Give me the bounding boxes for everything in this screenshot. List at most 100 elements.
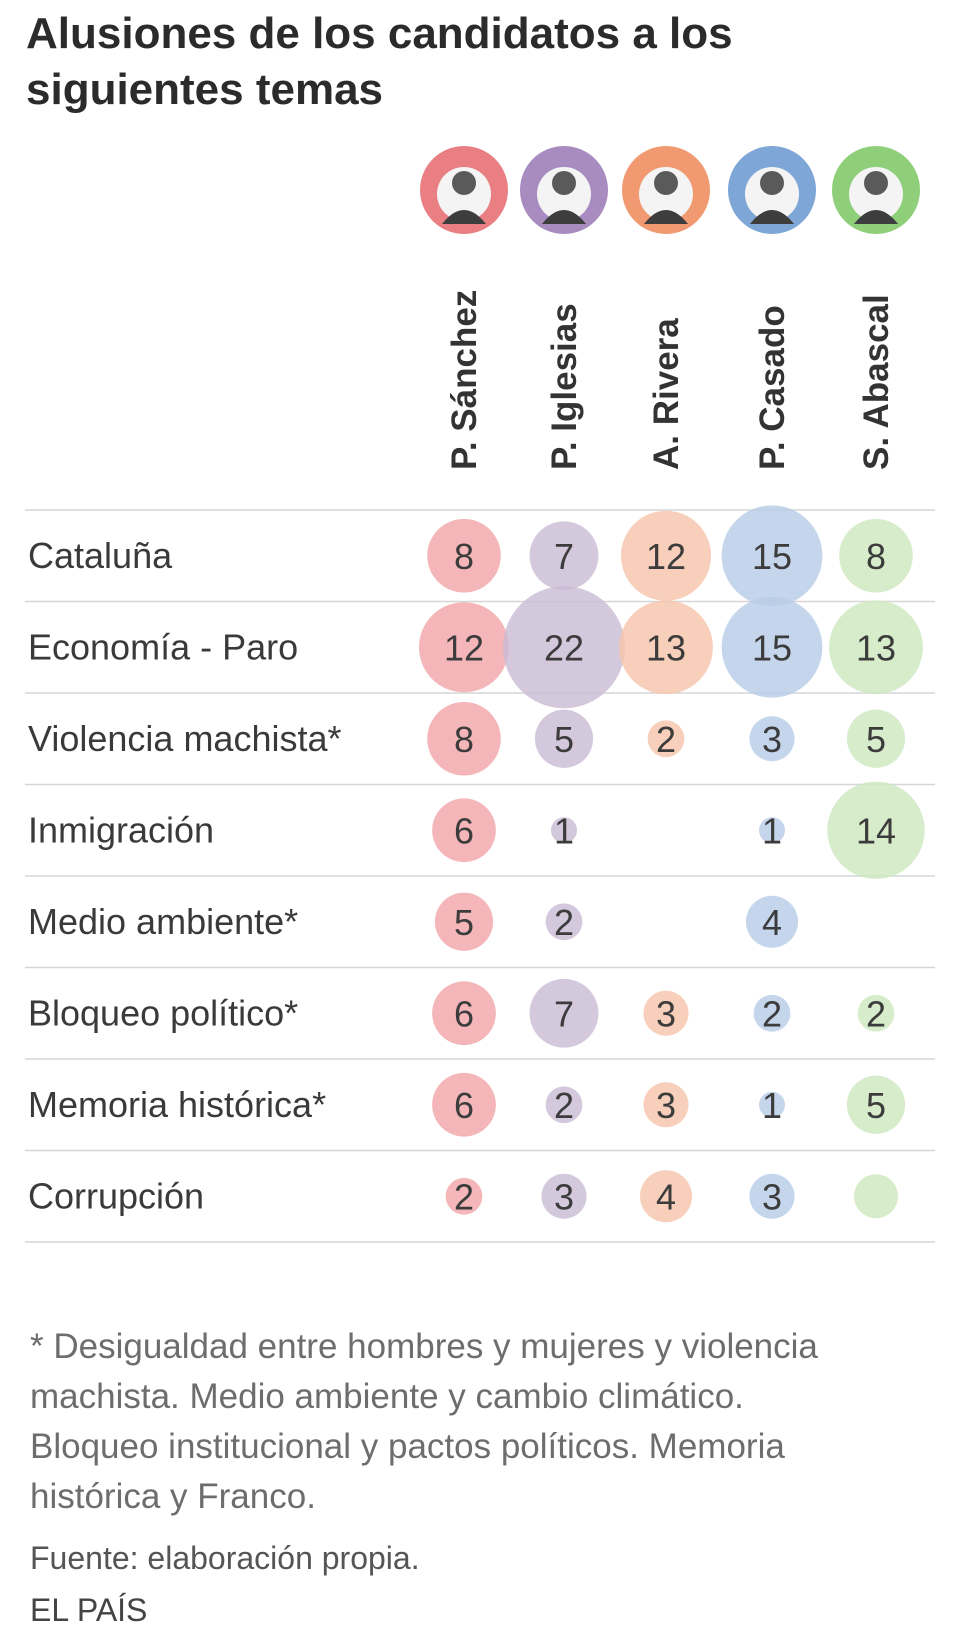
value-bubble bbox=[753, 994, 791, 1032]
candidate-name-label: P. Casado bbox=[753, 305, 792, 470]
topic-label: Inmigración bbox=[28, 809, 214, 850]
value-label: 3 bbox=[762, 1176, 782, 1217]
value-bubble bbox=[432, 981, 496, 1046]
value-bubble bbox=[619, 600, 713, 695]
value-label: 3 bbox=[554, 1176, 574, 1217]
value-label: 1 bbox=[762, 810, 782, 851]
candidate-avatar-head bbox=[552, 171, 576, 195]
value-bubble bbox=[647, 720, 685, 758]
value-bubble bbox=[639, 1170, 693, 1223]
value-label: 2 bbox=[656, 719, 676, 760]
value-bubble bbox=[829, 600, 923, 695]
value-bubble bbox=[418, 602, 510, 693]
value-label: 14 bbox=[856, 810, 896, 851]
candidate-avatar-shoulders bbox=[542, 210, 586, 224]
candidate-avatar-head bbox=[654, 171, 678, 195]
topic-label: Violencia machista* bbox=[28, 718, 342, 759]
candidate-avatar-shoulders bbox=[442, 210, 486, 224]
value-label: 5 bbox=[454, 902, 474, 943]
candidate-name-label: P. Sánchez bbox=[445, 290, 484, 470]
value-bubble bbox=[427, 701, 501, 776]
candidate-avatar-head bbox=[760, 171, 784, 195]
value-bubble bbox=[745, 895, 799, 948]
value-bubble bbox=[434, 892, 494, 951]
value-bubble bbox=[534, 709, 594, 768]
value-label: 8 bbox=[866, 536, 886, 577]
value-bubble bbox=[643, 990, 689, 1036]
bubble-chart: P. Sánchez P. Iglesias A. Rivera P. Casado S… bbox=[25, 146, 935, 1243]
value-label: 7 bbox=[554, 536, 574, 577]
value-bubble bbox=[550, 817, 578, 844]
value-label: 6 bbox=[454, 993, 474, 1034]
value-bubble bbox=[545, 1086, 583, 1124]
candidate-avatar-shoulders bbox=[750, 210, 794, 224]
value-label: 13 bbox=[646, 627, 686, 668]
topic-label: Economía - Paro bbox=[28, 626, 298, 667]
value-bubble bbox=[758, 1091, 786, 1118]
candidate-name-label: P. Iglesias bbox=[545, 303, 584, 470]
value-bubble bbox=[839, 518, 913, 593]
value-bubble bbox=[432, 798, 496, 863]
value-label: 3 bbox=[656, 993, 676, 1034]
value-bubble bbox=[503, 586, 625, 709]
topic-label: Medio ambiente* bbox=[28, 901, 298, 942]
value-label: 6 bbox=[454, 1085, 474, 1126]
candidate-name-label: S. Abascal bbox=[857, 294, 896, 470]
candidate-name-label: A. Rivera bbox=[647, 318, 686, 470]
value-bubble bbox=[749, 716, 795, 762]
value-bubble bbox=[620, 510, 712, 601]
value-bubble bbox=[643, 1082, 689, 1128]
value-label: 22 bbox=[544, 627, 584, 668]
value-bubble bbox=[857, 994, 895, 1032]
value-label: 1 bbox=[554, 810, 574, 851]
value-label: 1 bbox=[762, 1085, 782, 1126]
value-bubble bbox=[758, 817, 786, 844]
source-note: Fuente: elaboración propia. bbox=[30, 1540, 420, 1576]
footnote: * Desigualdad entre hombres y mujeres y … bbox=[30, 1327, 818, 1516]
topic-label: Corrupción bbox=[28, 1175, 204, 1216]
value-label: 2 bbox=[762, 993, 782, 1034]
value-label: 5 bbox=[866, 1085, 886, 1126]
value-bubble bbox=[721, 596, 823, 698]
value-label: 12 bbox=[646, 536, 686, 577]
value-bubble-unlabeled bbox=[854, 1174, 898, 1219]
value-bubble bbox=[529, 978, 599, 1048]
value-bubble bbox=[721, 505, 823, 607]
value-label: 3 bbox=[762, 719, 782, 760]
value-label: 8 bbox=[454, 536, 474, 577]
value-bubble bbox=[827, 781, 925, 879]
value-label: 13 bbox=[856, 627, 896, 668]
candidate-avatar-head bbox=[452, 171, 476, 195]
value-label: 2 bbox=[554, 902, 574, 943]
candidate-avatar-head bbox=[864, 171, 888, 195]
value-label: 12 bbox=[444, 627, 484, 668]
value-label: 4 bbox=[762, 902, 782, 943]
value-label: 8 bbox=[454, 719, 474, 760]
value-label: 2 bbox=[866, 993, 886, 1034]
brand-logo-text: EL PAÍS bbox=[30, 1592, 148, 1628]
value-bubble bbox=[432, 1072, 496, 1137]
candidate-avatar-shoulders bbox=[854, 210, 898, 224]
topic-label: Memoria histórica* bbox=[28, 1084, 326, 1125]
topic-label: Bloqueo político* bbox=[28, 992, 298, 1033]
candidate-avatar-shoulders bbox=[644, 210, 688, 224]
value-label: 5 bbox=[554, 719, 574, 760]
value-label: 2 bbox=[554, 1085, 574, 1126]
chart-title: Alusiones de los candidatos a los siguie… bbox=[26, 9, 733, 114]
value-label: 5 bbox=[866, 719, 886, 760]
value-bubble bbox=[541, 1173, 587, 1219]
value-bubble bbox=[749, 1173, 795, 1219]
value-bubble bbox=[846, 1075, 906, 1134]
value-bubble bbox=[545, 903, 583, 941]
value-label: 4 bbox=[656, 1176, 676, 1217]
value-label: 3 bbox=[656, 1085, 676, 1126]
value-label: 7 bbox=[554, 993, 574, 1034]
topic-label: Cataluña bbox=[28, 535, 173, 576]
value-bubble bbox=[445, 1177, 483, 1215]
value-bubble bbox=[427, 518, 501, 593]
value-label: 15 bbox=[752, 536, 792, 577]
value-bubble bbox=[529, 521, 599, 591]
value-label: 2 bbox=[454, 1176, 474, 1217]
value-label: 15 bbox=[752, 627, 792, 668]
value-label: 6 bbox=[454, 810, 474, 851]
